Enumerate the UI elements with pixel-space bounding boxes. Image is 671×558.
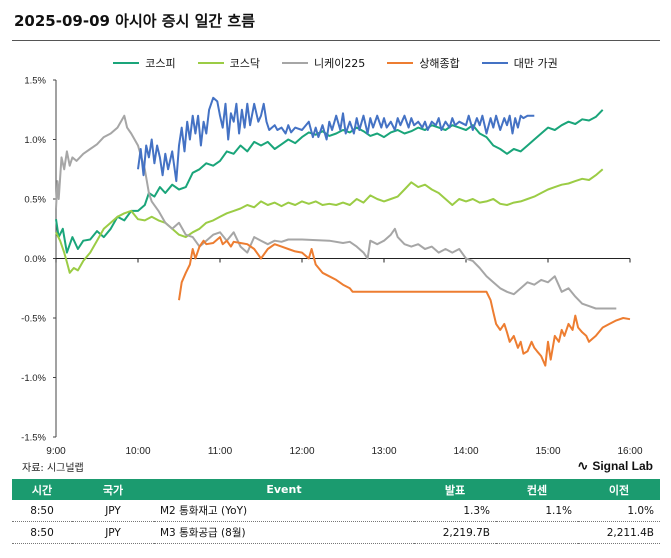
pulse-icon: ∿ [577, 458, 589, 473]
series-line [178, 236, 631, 367]
column-header-country: 국가 [102, 483, 124, 497]
cell-previous: 2,211.4B [578, 521, 660, 544]
source-note: 자료: 시그널랩 [22, 463, 84, 474]
cell-event: M2 통화재고 (YoY) [154, 500, 414, 522]
legend-swatch [197, 62, 224, 64]
series-line [55, 168, 604, 274]
legend-item-kosdaq: 코스닥 [197, 55, 260, 71]
x-tick-label: 12:00 [289, 446, 314, 457]
y-tick-label: 1.0% [24, 135, 46, 146]
brand-name: Signal Lab [592, 459, 653, 473]
x-tick-label: 13:00 [371, 446, 396, 457]
brand-logo: ∿ Signal Lab [577, 458, 653, 474]
chart-legend: 코스피 코스닥 니케이225 상해종합 대만 가권 [0, 55, 671, 71]
table-header-row: 시간 국가 Event 발표 컨센 이전 [12, 479, 660, 500]
legend-label: 코스닥 [229, 57, 260, 70]
cell-event: M3 통화공급 (8월) [154, 521, 414, 544]
y-tick-label: -1.0% [21, 373, 46, 384]
legend-label: 코스피 [145, 57, 176, 70]
page-title: 2025-09-09 아시아 증시 일간 흐름 [14, 12, 256, 30]
x-tick-label: 16:00 [617, 446, 642, 457]
legend-swatch [113, 62, 140, 64]
legend-item-nikkei: 니케이225 [281, 55, 366, 71]
cell-time: 8:50 [12, 521, 72, 544]
cell-consensus [496, 521, 578, 544]
cell-time: 8:50 [12, 500, 72, 522]
series-line [137, 96, 535, 183]
column-header-event: Event [266, 483, 302, 496]
column-header-actual: 발표 [444, 483, 466, 497]
legend-label: 상해종합 [419, 57, 460, 70]
cell-country: JPY [72, 521, 154, 544]
legend-label: 대만 가권 [513, 57, 558, 70]
column-header-previous: 이전 [608, 483, 630, 497]
table-row: 8:50 JPY M2 통화재고 (YoY) 1.3% 1.1% 1.0% [12, 500, 660, 522]
y-tick-label: 1.5% [24, 76, 46, 87]
series-line [55, 114, 617, 310]
line-chart: 1.5% 1.0% 0.5% 0.0% -0.5% -1.0% -1.5%9:00 10:00… [21, 76, 643, 458]
column-header-consensus: 컨센 [526, 483, 548, 497]
x-tick-label: 11:00 [208, 446, 233, 457]
title-divider [12, 40, 660, 41]
legend-label: 니케이225 [313, 57, 366, 70]
x-tick-label: 10:00 [125, 446, 150, 457]
y-tick-label: -0.5% [21, 314, 46, 325]
legend-item-kospi: 코스피 [113, 55, 176, 71]
column-header-time: 시간 [31, 483, 53, 497]
economic-events-table: 시간 국가 Event 발표 컨센 이전 8:50 JPY M2 통화재고 (Y… [12, 479, 660, 544]
cell-consensus: 1.1% [496, 500, 578, 522]
legend-swatch [481, 62, 508, 64]
y-tick-label: -1.5% [21, 433, 46, 444]
x-tick-label: 14:00 [453, 446, 478, 457]
cell-actual: 2,219.7B [414, 521, 496, 544]
legend-item-taiex: 대만 가권 [481, 55, 558, 71]
table-row: 8:50 JPY M3 통화공급 (8월) 2,219.7B 2,211.4B [12, 521, 660, 544]
x-tick-label: 15:00 [535, 446, 560, 457]
legend-swatch [281, 62, 308, 64]
legend-item-shanghai: 상해종합 [387, 55, 460, 71]
x-tick-label: 9:00 [46, 446, 66, 457]
series-line [55, 109, 604, 254]
cell-actual: 1.3% [414, 500, 496, 522]
legend-swatch [387, 62, 414, 64]
y-tick-label: 0.0% [24, 254, 46, 265]
y-tick-label: 0.5% [24, 195, 46, 206]
cell-previous: 1.0% [578, 500, 660, 522]
cell-country: JPY [72, 500, 154, 522]
